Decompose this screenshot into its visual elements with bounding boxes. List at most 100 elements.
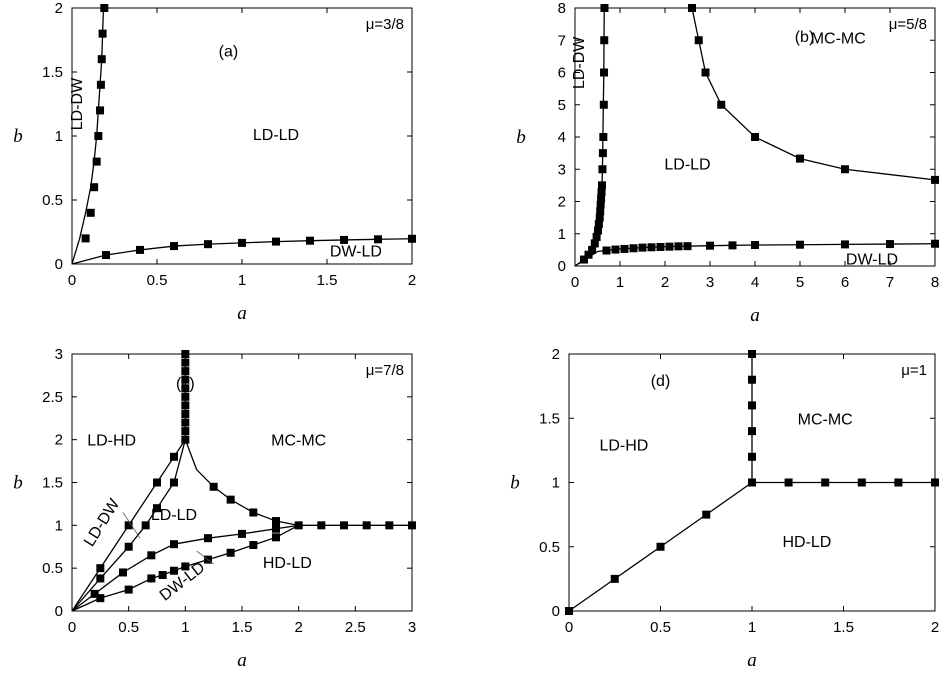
data-point bbox=[306, 236, 314, 245]
y-tick-label: 0 bbox=[55, 603, 63, 620]
data-point bbox=[153, 504, 161, 513]
data-point bbox=[181, 350, 190, 358]
data-point bbox=[796, 154, 804, 163]
x-tick-label: 0 bbox=[571, 274, 579, 291]
data-point bbox=[249, 508, 258, 517]
x-tick-label: 1 bbox=[748, 619, 756, 636]
region-label: HD-LD bbox=[782, 534, 831, 551]
data-point bbox=[102, 251, 110, 260]
data-point bbox=[124, 542, 133, 551]
data-point bbox=[98, 29, 107, 38]
data-point bbox=[931, 239, 939, 248]
x-tick-label: 2 bbox=[661, 274, 669, 291]
data-point bbox=[317, 521, 326, 530]
x-tick-label: 0.5 bbox=[118, 619, 139, 636]
data-point bbox=[362, 521, 371, 530]
y-tick-label: 7 bbox=[558, 32, 566, 49]
data-point bbox=[598, 149, 607, 158]
y-tick-label: 1 bbox=[55, 128, 63, 145]
plot-frame bbox=[71, 7, 413, 265]
data-point bbox=[170, 452, 178, 461]
data-point bbox=[600, 4, 609, 12]
data-point bbox=[141, 521, 150, 530]
panel-a: 0 0.5 1 1.5 2 0 0.5 1 1.5 2 a b μ=3/8 (a) LD-LD DW-LD LD… bbox=[13, 0, 416, 324]
region-label: LD-HD bbox=[87, 433, 136, 450]
data-point bbox=[272, 517, 280, 526]
data-point bbox=[181, 562, 190, 571]
data-point bbox=[272, 524, 280, 533]
data-point bbox=[565, 607, 573, 615]
region-label: DW-LD bbox=[846, 251, 898, 268]
data-point bbox=[590, 239, 599, 248]
mu-label: μ=5/8 bbox=[889, 16, 927, 33]
data-point bbox=[136, 245, 144, 254]
data-point bbox=[272, 533, 280, 542]
data-point bbox=[584, 250, 593, 259]
x-tick-label: 1 bbox=[616, 274, 624, 291]
data-point bbox=[841, 240, 849, 249]
data-point bbox=[599, 100, 608, 109]
x-axis-label: a bbox=[747, 650, 757, 671]
panel-label: (a) bbox=[219, 44, 239, 61]
data-point bbox=[124, 521, 133, 530]
y-tick-label: 2 bbox=[55, 0, 63, 17]
y-tick-label: 3 bbox=[558, 161, 566, 178]
data-point bbox=[596, 207, 605, 216]
data-point bbox=[674, 242, 683, 251]
data-point bbox=[96, 80, 105, 89]
data-point bbox=[683, 242, 692, 251]
panel-c: 0 0.5 1 1.5 2 2.5 3 0 0.5 1 1.5 2 2.5 3 a b μ=7/8 (c) LD-H… bbox=[13, 346, 416, 671]
data-point bbox=[728, 241, 737, 250]
region-label: LD-LD bbox=[151, 507, 197, 524]
data-point bbox=[796, 240, 804, 249]
x-tick-label: 2 bbox=[931, 619, 939, 636]
data-point bbox=[209, 482, 218, 491]
data-point bbox=[147, 551, 156, 560]
y-tick-label: 1 bbox=[552, 475, 560, 492]
y-tick-label: 1 bbox=[558, 226, 566, 243]
x-tick-label: 1.5 bbox=[317, 272, 338, 289]
data-point bbox=[598, 181, 606, 190]
region-label: LD-DW bbox=[69, 77, 86, 130]
x-tick-label: 0 bbox=[68, 272, 76, 289]
data-point bbox=[706, 241, 714, 250]
data-point bbox=[226, 495, 235, 504]
data-point bbox=[86, 208, 95, 217]
panel-d: 0 0.5 1 1.5 2 0 0.5 1 1.5 2 a b μ=1 (d) LD-HD MC-MC HD-L… bbox=[510, 346, 939, 671]
x-tick-label: 4 bbox=[751, 274, 759, 291]
y-tick-label: 0 bbox=[552, 603, 560, 620]
data-point bbox=[593, 226, 602, 235]
data-point bbox=[97, 55, 106, 64]
data-point bbox=[90, 183, 99, 192]
data-point bbox=[272, 237, 280, 246]
y-axis-label: b bbox=[13, 126, 23, 147]
x-tick-label: 1 bbox=[181, 619, 189, 636]
y-tick-label: 0 bbox=[558, 258, 566, 275]
region-label: MC-MC bbox=[798, 412, 853, 429]
x-tick-label: 3 bbox=[408, 619, 416, 636]
x-tick-label: 6 bbox=[841, 274, 849, 291]
y-tick-label: 1.5 bbox=[42, 475, 63, 492]
data-point bbox=[181, 392, 190, 401]
data-point bbox=[694, 36, 703, 45]
data-point bbox=[600, 68, 609, 77]
data-point bbox=[181, 384, 190, 393]
boundary-line bbox=[691, 7, 936, 181]
y-tick-label: 1 bbox=[55, 517, 63, 534]
data-point bbox=[385, 521, 394, 530]
region-label: LD-LD bbox=[664, 156, 710, 173]
y-tick-label: 4 bbox=[558, 129, 566, 146]
data-point bbox=[748, 350, 756, 358]
data-point bbox=[181, 358, 190, 367]
data-point bbox=[597, 194, 606, 203]
panel-label: (b) bbox=[795, 29, 815, 46]
data-point bbox=[748, 427, 756, 436]
data-point bbox=[374, 235, 382, 244]
y-tick-label: 0.5 bbox=[539, 539, 560, 556]
mu-label: μ=3/8 bbox=[366, 16, 404, 33]
data-point bbox=[592, 232, 601, 241]
y-tick-label: 2.5 bbox=[42, 389, 63, 406]
data-point bbox=[96, 106, 105, 115]
x-tick-label: 2.5 bbox=[345, 619, 366, 636]
